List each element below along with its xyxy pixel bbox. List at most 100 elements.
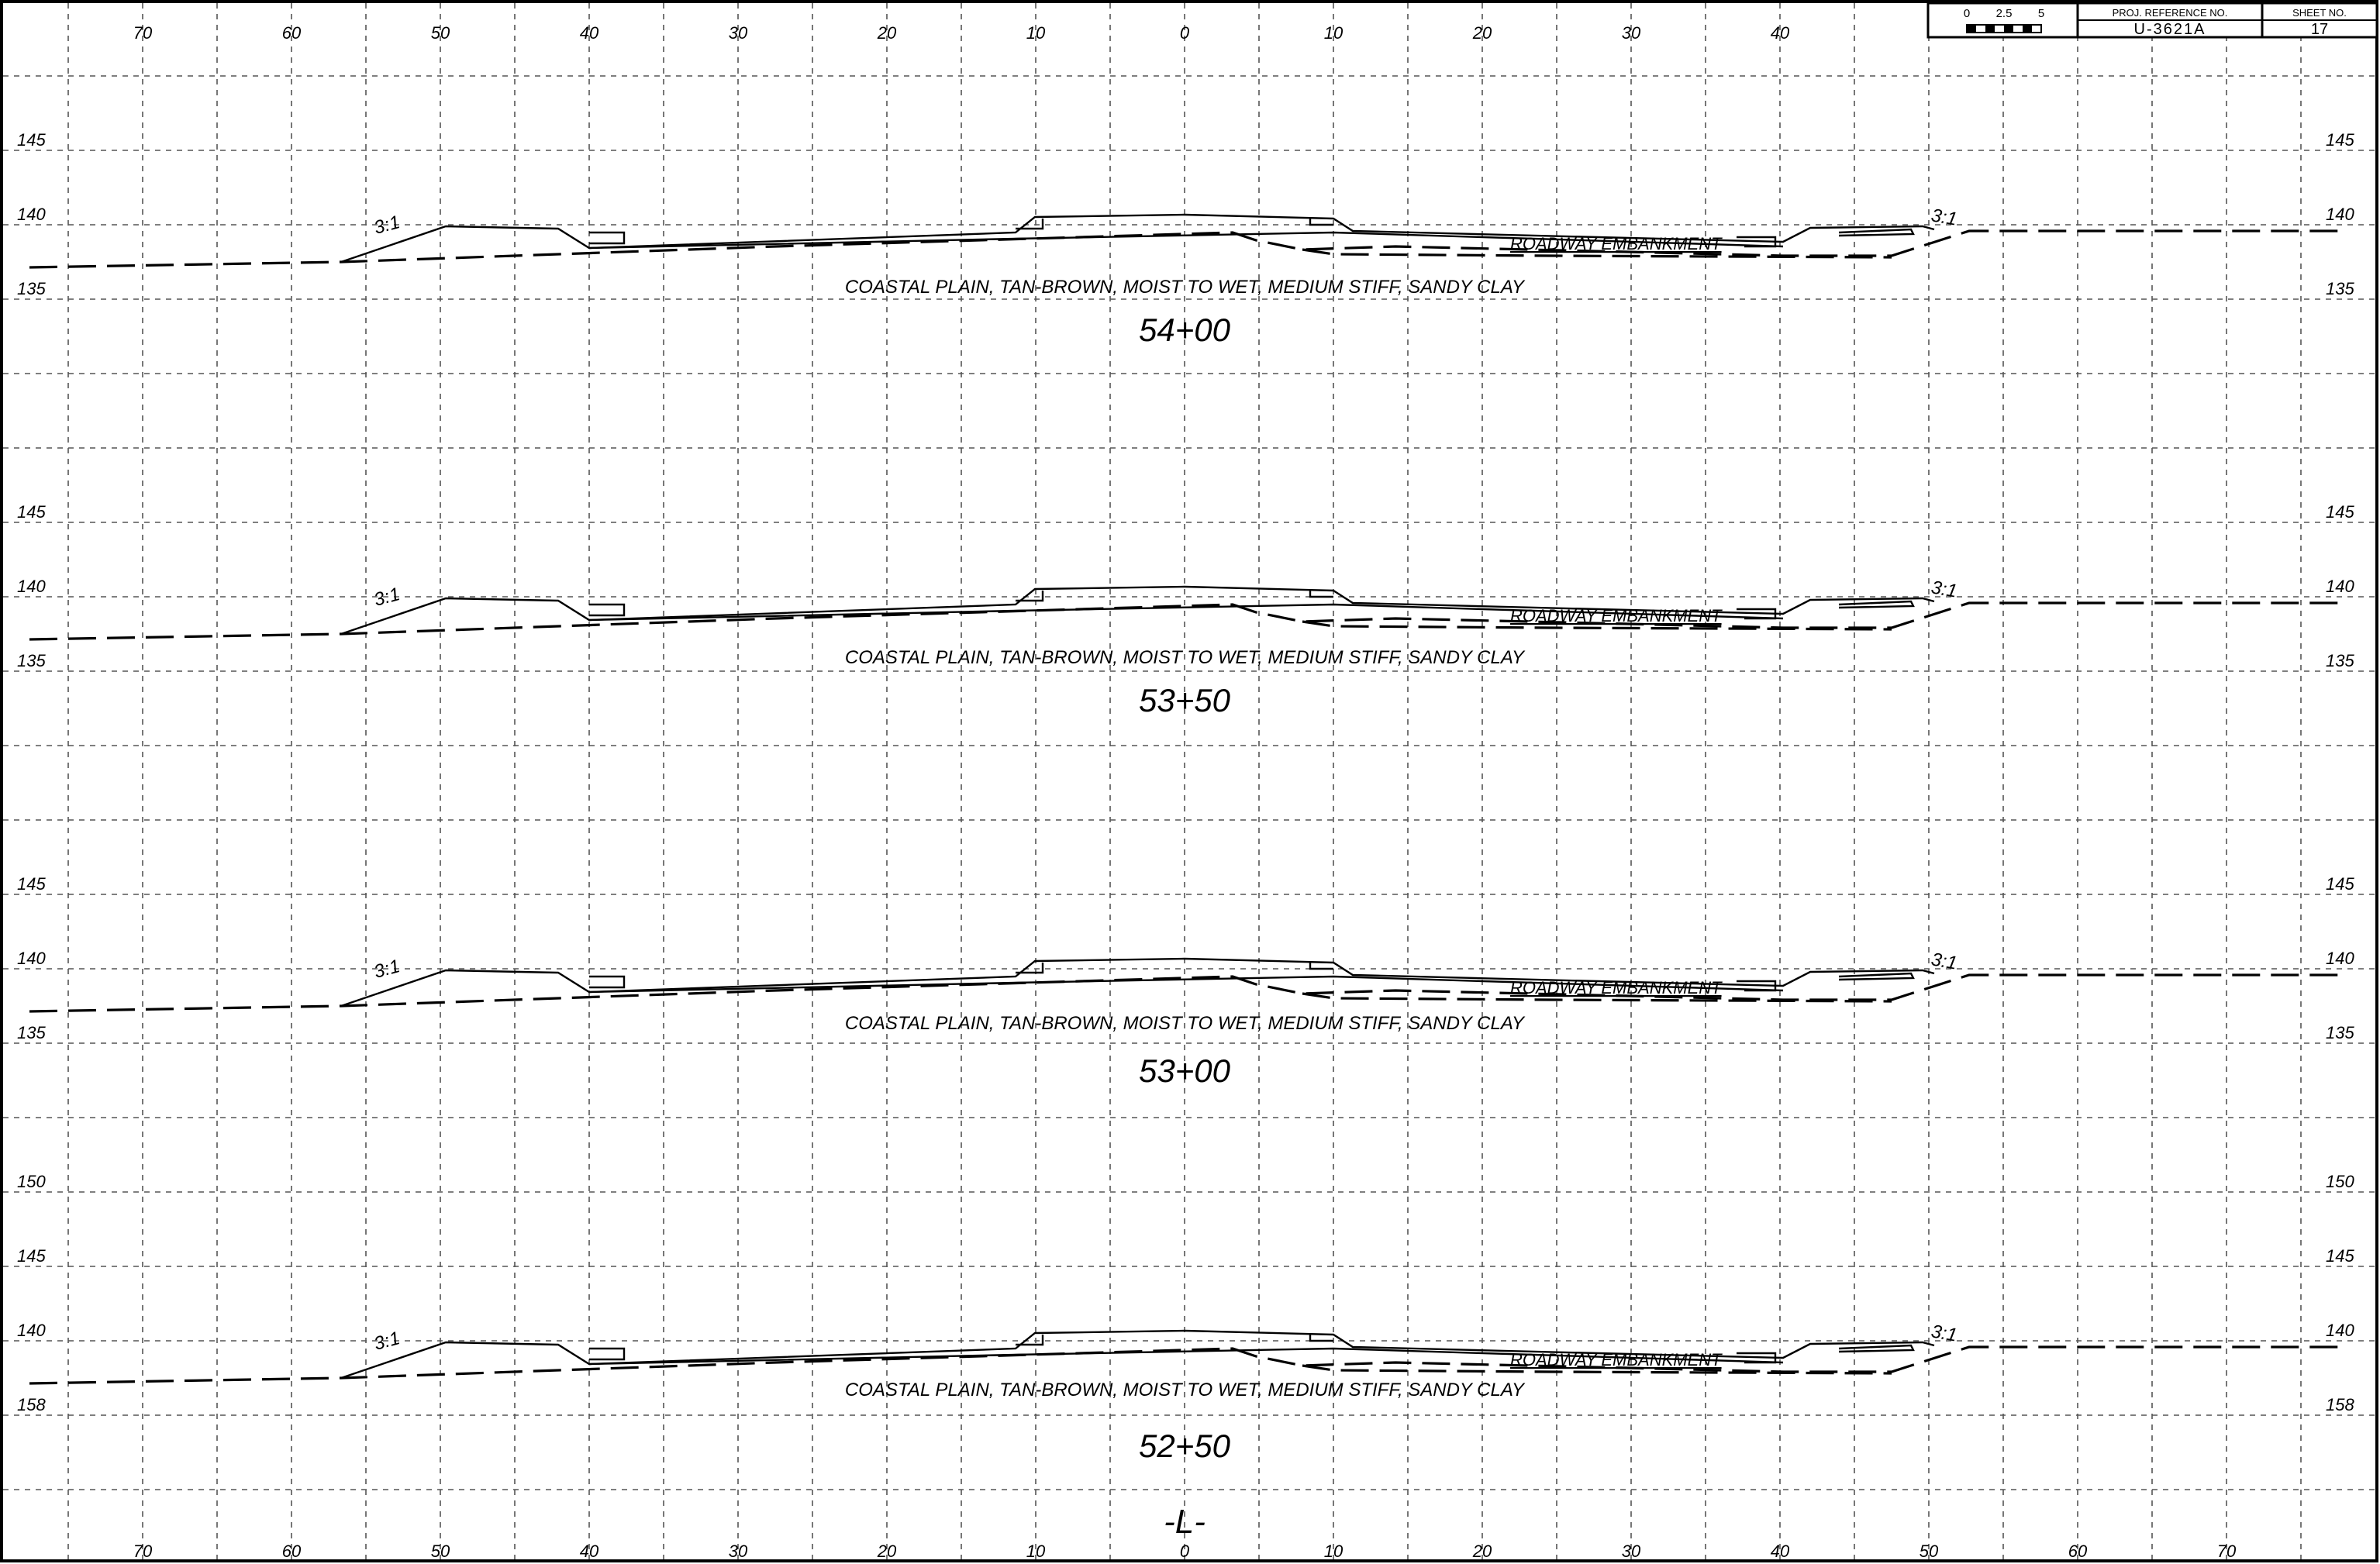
elev-label-right: 145 xyxy=(2326,874,2354,894)
proj-ref-value: U-3621A xyxy=(2134,21,2206,38)
subgrade-line xyxy=(588,603,1784,622)
curb-detail xyxy=(1016,1335,1044,1346)
existing-ground-line-lower xyxy=(1302,1364,1892,1375)
offset-label-bottom: 20 xyxy=(1472,1542,1492,1561)
offset-label-bottom: 30 xyxy=(729,1542,748,1561)
elev-label-left: 140 xyxy=(17,205,46,224)
curb-detail xyxy=(1016,963,1044,974)
slope-label-right: 3:1 xyxy=(1930,577,1959,601)
offset-label-bottom: 0 xyxy=(1180,1542,1190,1561)
curb-detail xyxy=(1309,961,1333,970)
curb-detail xyxy=(1309,589,1333,598)
offset-label-top: 50 xyxy=(431,23,450,43)
curb-detail xyxy=(1309,217,1333,226)
offset-label-top: 20 xyxy=(877,23,897,43)
curb-detail xyxy=(589,231,626,245)
elev-label-left: 150 xyxy=(17,1172,46,1191)
elev-label-left: 145 xyxy=(17,1246,46,1266)
elev-label-left: 145 xyxy=(17,874,46,894)
elev-label-right: 140 xyxy=(2326,577,2354,596)
shoulder-detail xyxy=(1838,1344,1915,1353)
offset-label-bottom: 70 xyxy=(133,1542,153,1561)
offset-label-bottom: 40 xyxy=(580,1542,599,1561)
offset-label-bottom: 10 xyxy=(1324,1542,1343,1561)
existing-ground-line xyxy=(29,601,2341,641)
curb-detail xyxy=(1309,1333,1333,1342)
elev-label-right: 135 xyxy=(2326,651,2354,670)
elev-label-right: 135 xyxy=(2326,279,2354,298)
offset-label-top: 40 xyxy=(580,23,599,43)
elev-label-right: 145 xyxy=(2326,1246,2354,1266)
curb-detail xyxy=(1737,608,1777,620)
elev-label-left: 140 xyxy=(17,1321,46,1340)
curb-detail xyxy=(1737,980,1777,992)
finished-grade-line xyxy=(340,1329,1935,1380)
top-offset-labels: 70 60 50 40 30 20 10 0 10 20 30 40 xyxy=(133,23,1790,43)
curb-detail xyxy=(589,603,626,617)
subgrade-line xyxy=(588,975,1784,994)
curb-detail xyxy=(1016,219,1044,230)
shoulder-detail xyxy=(1838,600,1915,609)
curb-detail xyxy=(589,1347,626,1361)
station-label: 53+00 xyxy=(1139,1052,1231,1089)
section-53+50: 145 145 140 140 135 135 3:1 3:1 ROADWAY EMBANKME… xyxy=(17,502,2354,718)
offset-label-bottom: 30 xyxy=(1622,1542,1641,1561)
elev-label-left: 140 xyxy=(17,577,46,596)
sheet-no-value: 17 xyxy=(2311,21,2328,38)
elev-label-left: 135 xyxy=(17,279,46,298)
shoulder-detail xyxy=(1838,972,1915,981)
offset-label-top: 60 xyxy=(282,23,302,43)
bottom-offset-labels: 70 60 50 40 30 20 10 0 10 20 30 40 50 60 70 xyxy=(133,1542,2237,1561)
elev-label-left: 140 xyxy=(17,949,46,968)
offset-label-bottom: 20 xyxy=(877,1542,897,1561)
elev-label-left: 158 xyxy=(17,1395,46,1414)
shoulder-detail xyxy=(1838,228,1915,237)
elev-label-left: 135 xyxy=(17,1023,46,1042)
elev-label-right: 158 xyxy=(2326,1395,2354,1414)
elev-label-right: 135 xyxy=(2326,1023,2354,1042)
sheet-no-header: SHEET NO. xyxy=(2292,7,2347,19)
existing-ground-line xyxy=(29,1345,2341,1385)
slope-label-left: 3:1 xyxy=(372,212,402,239)
subgrade-line xyxy=(588,231,1784,250)
soil-description: COASTAL PLAIN, TAN-BROWN, MOIST TO WET, … xyxy=(845,1380,1526,1400)
scale-label-0: 0 xyxy=(1964,7,1970,20)
offset-label-bottom: 70 xyxy=(2217,1542,2237,1561)
scale-bar: 0 2.5 5 xyxy=(1964,7,2044,33)
curb-detail xyxy=(1737,1352,1777,1364)
station-label: 52+50 xyxy=(1139,1428,1231,1464)
finished-grade-line xyxy=(340,957,1935,1008)
elev-label-left: 145 xyxy=(17,130,46,150)
embankment-label: ROADWAY EMBANKMENT xyxy=(1510,1350,1723,1369)
offset-label-bottom: 60 xyxy=(2068,1542,2088,1561)
elev-label-right: 140 xyxy=(2326,949,2354,968)
elev-label-right: 145 xyxy=(2326,502,2354,522)
section-53+00: 145 145 140 140 135 135 3:1 3:1 ROADWAY EMBANKME… xyxy=(17,874,2354,1089)
elev-label-right: 140 xyxy=(2326,205,2354,224)
proj-ref-header: PROJ. REFERENCE NO. xyxy=(2113,7,2228,19)
slope-label-right: 3:1 xyxy=(1930,205,1959,229)
existing-ground-line-lower xyxy=(1302,620,1892,631)
grid xyxy=(3,3,2377,1561)
slope-label-right: 3:1 xyxy=(1930,949,1959,973)
existing-ground-line xyxy=(29,229,2341,269)
curb-detail xyxy=(1737,236,1777,248)
curb-detail xyxy=(589,975,626,989)
offset-label-top: 70 xyxy=(133,23,153,43)
elev-label-right: 140 xyxy=(2326,1321,2354,1340)
station-label: 54+00 xyxy=(1139,312,1231,348)
finished-grade-line xyxy=(340,585,1935,636)
offset-label-bottom: 60 xyxy=(282,1542,302,1561)
elev-label-right: 150 xyxy=(2326,1172,2354,1191)
offset-label-top: 10 xyxy=(1026,23,1046,43)
offset-label-top: 20 xyxy=(1472,23,1492,43)
embankment-label: ROADWAY EMBANKMENT xyxy=(1510,606,1723,625)
existing-ground-line-lower xyxy=(1302,992,1892,1003)
existing-ground-line-lower xyxy=(1302,248,1892,259)
section-52+50: 150 150 145 145 140 140 158 158 3:1 3:1 ROADWAY EM… xyxy=(17,1172,2354,1464)
offset-label-bottom: 40 xyxy=(1771,1542,1790,1561)
embankment-label: ROADWAY EMBANKMENT xyxy=(1510,978,1723,997)
existing-ground-line xyxy=(29,973,2341,1013)
offset-label-top: 30 xyxy=(729,23,748,43)
